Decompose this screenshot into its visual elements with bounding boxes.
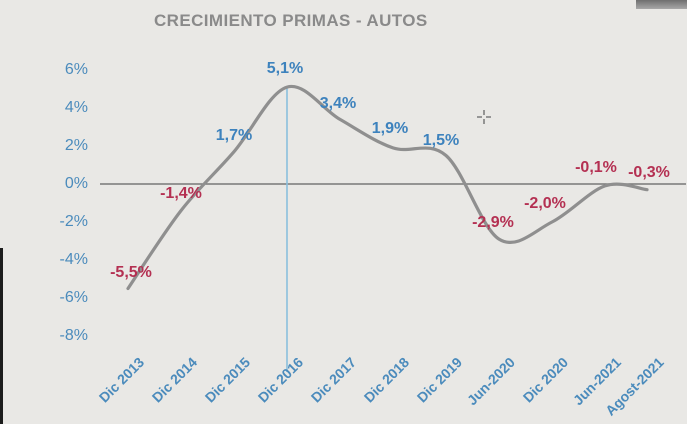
data-point-label: -0,3% xyxy=(628,163,670,181)
data-point-label: 1,9% xyxy=(371,119,409,137)
chart-title: CRECIMIENTO PRIMAS - AUTOS xyxy=(154,11,428,30)
data-point-label: 3,4% xyxy=(319,95,357,113)
data-point-label: -5,5% xyxy=(110,263,152,281)
y-axis-tick-label: 4% xyxy=(64,99,88,116)
data-point-label: -2,0% xyxy=(524,195,566,212)
y-axis-tick-label: 0% xyxy=(64,175,88,192)
screen-edge-artifact xyxy=(0,248,3,424)
y-axis-tick-label: -8% xyxy=(59,327,88,344)
series-curve xyxy=(126,84,649,291)
data-point-label: 1,5% xyxy=(422,131,460,149)
data-point-label: 1,7% xyxy=(215,126,253,144)
y-axis-tick-label: -2% xyxy=(59,213,88,230)
y-axis-tick-label: 2% xyxy=(64,137,88,154)
y-axis-tick-label: -4% xyxy=(59,251,88,268)
data-point-label: -1,4% xyxy=(160,184,202,202)
data-point-label: -0,1% xyxy=(575,158,617,176)
window-titlebar-fragment xyxy=(636,0,687,9)
data-point-label: -2,9% xyxy=(472,214,514,232)
y-axis-tick-label: 6% xyxy=(64,61,88,78)
data-point-label: 5,1% xyxy=(266,60,304,78)
crosshair-cursor xyxy=(476,109,492,125)
y-axis-tick-label: -6% xyxy=(59,289,88,306)
